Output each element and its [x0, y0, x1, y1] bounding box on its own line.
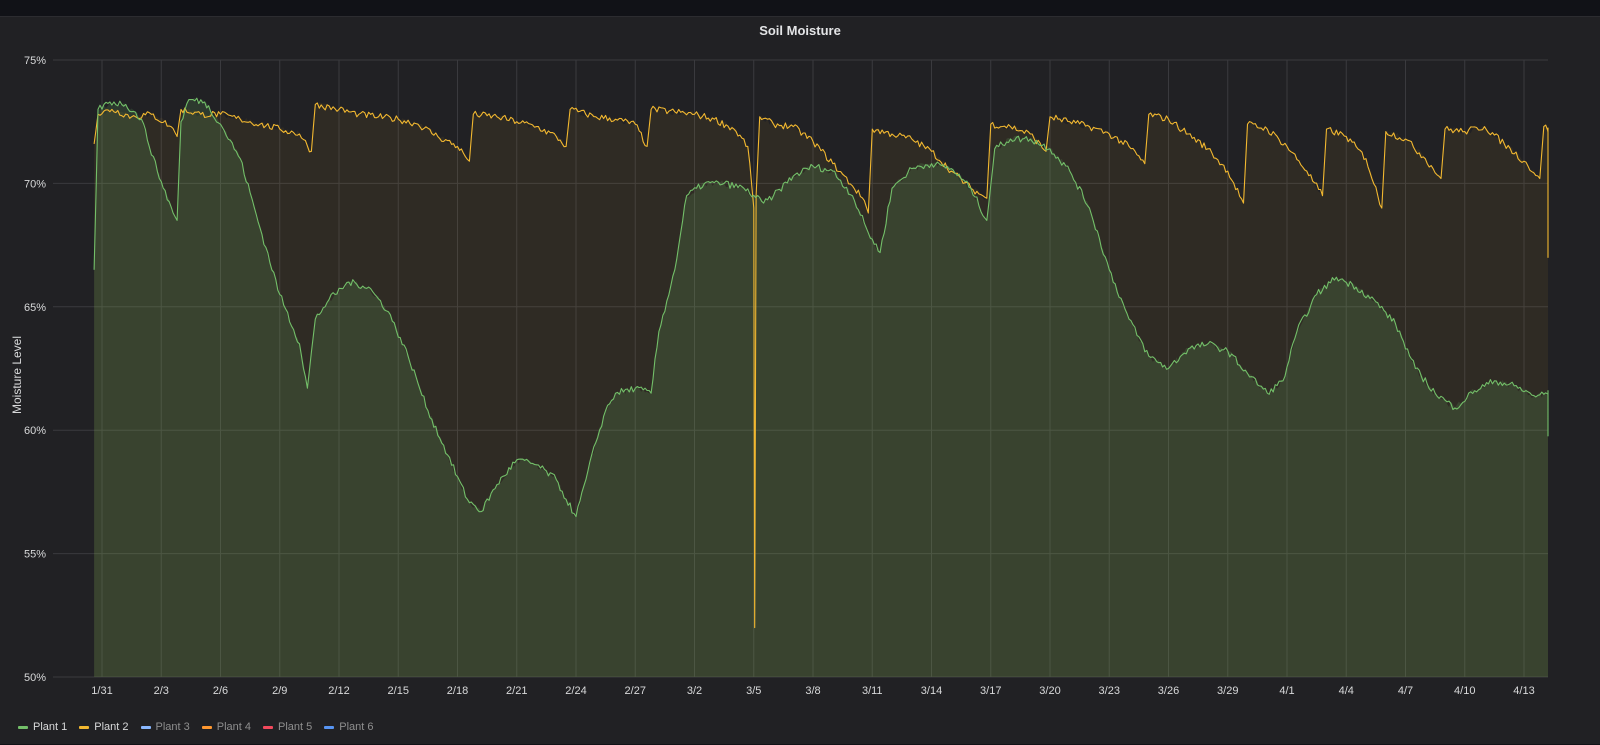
legend-swatch — [18, 725, 28, 729]
x-tick-label: 4/4 — [1339, 685, 1354, 697]
chart-legend: Plant 1 Plant 2 Plant 3 Plant 4 Plant 5 Plant… — [18, 721, 374, 733]
x-tick-label: 3/14 — [921, 685, 942, 697]
x-tick-label: 4/1 — [1279, 685, 1294, 697]
x-tick-label: 2/27 — [625, 685, 646, 697]
legend-item-plant-5[interactable]: Plant 5 — [263, 721, 312, 733]
y-tick-label: 75% — [24, 55, 46, 67]
x-tick-label: 2/9 — [272, 685, 287, 697]
legend-label: Plant 2 — [94, 721, 129, 733]
x-tick-label: 4/10 — [1454, 685, 1475, 697]
panel-title[interactable]: Soil Moisture — [759, 23, 841, 38]
legend-item-plant-3[interactable]: Plant 3 — [140, 721, 190, 733]
top-bar — [0, 0, 1600, 16]
legend-label: Plant 3 — [155, 721, 190, 733]
legend-item-plant-4[interactable]: Plant 4 — [201, 721, 251, 733]
legend-label: Plant 5 — [278, 721, 313, 733]
x-tick-label: 2/18 — [447, 685, 468, 697]
x-tick-label: 2/6 — [213, 685, 228, 697]
legend-swatch — [140, 725, 151, 729]
x-tick-label: 4/7 — [1398, 685, 1413, 697]
x-tick-label: 2/24 — [565, 685, 586, 697]
legend-swatch — [201, 725, 212, 729]
soil-moisture-chart: 50% 55% 60% 65% 70% 75% 1/31 2/3 2/6 2/9 2/12 2/15… — [10, 55, 1549, 697]
legend-swatch — [79, 725, 90, 729]
series-area-plant-2 — [94, 102, 1549, 678]
legend-swatch — [263, 725, 273, 729]
x-tick-label: 2/3 — [154, 685, 169, 697]
x-tick-label: 3/11 — [862, 685, 883, 697]
x-tick-label: 4/13 — [1513, 685, 1534, 697]
y-tick-label: 60% — [24, 425, 46, 437]
x-tick-label: 3/8 — [805, 685, 820, 697]
x-tick-label: 2/12 — [328, 685, 349, 697]
series-line-plant-1[interactable] — [93, 97, 1549, 518]
x-tick-label: 2/15 — [388, 685, 409, 697]
legend-item-plant-6[interactable]: Plant 6 — [324, 721, 374, 733]
y-axis-label: Moisture Level — [10, 336, 24, 414]
y-tick-label: 65% — [24, 302, 46, 314]
series-area-plant-1 — [94, 97, 1549, 677]
x-tick-label: 3/23 — [1099, 685, 1120, 697]
x-tick-label: 2/21 — [506, 685, 527, 697]
y-tick-label: 50% — [24, 672, 46, 684]
legend-label: Plant 6 — [339, 721, 374, 733]
x-tick-label: 3/17 — [980, 685, 1001, 697]
x-tick-label: 3/26 — [1158, 685, 1179, 697]
x-tick-label: 3/20 — [1039, 685, 1060, 697]
legend-label: Plant 4 — [216, 721, 251, 733]
legend-item-plant-2[interactable]: Plant 2 — [79, 721, 129, 733]
legend-label: Plant 1 — [33, 721, 68, 733]
series-line-plant-2[interactable] — [93, 102, 1549, 629]
x-tick-label: 3/5 — [746, 685, 761, 697]
graph-panel: Soil Moisture 50% 55% 60% 65% 70% 75% 1/31 2/3… — [0, 16, 1600, 744]
x-tick-label: 1/31 — [91, 685, 112, 697]
legend-item-plant-1[interactable]: Plant 1 — [18, 721, 67, 733]
y-tick-label: 55% — [24, 549, 46, 561]
legend-swatch — [324, 725, 335, 729]
x-tick-label: 3/2 — [687, 685, 702, 697]
y-tick-label: 70% — [24, 178, 46, 190]
x-tick-label: 3/29 — [1217, 685, 1238, 697]
